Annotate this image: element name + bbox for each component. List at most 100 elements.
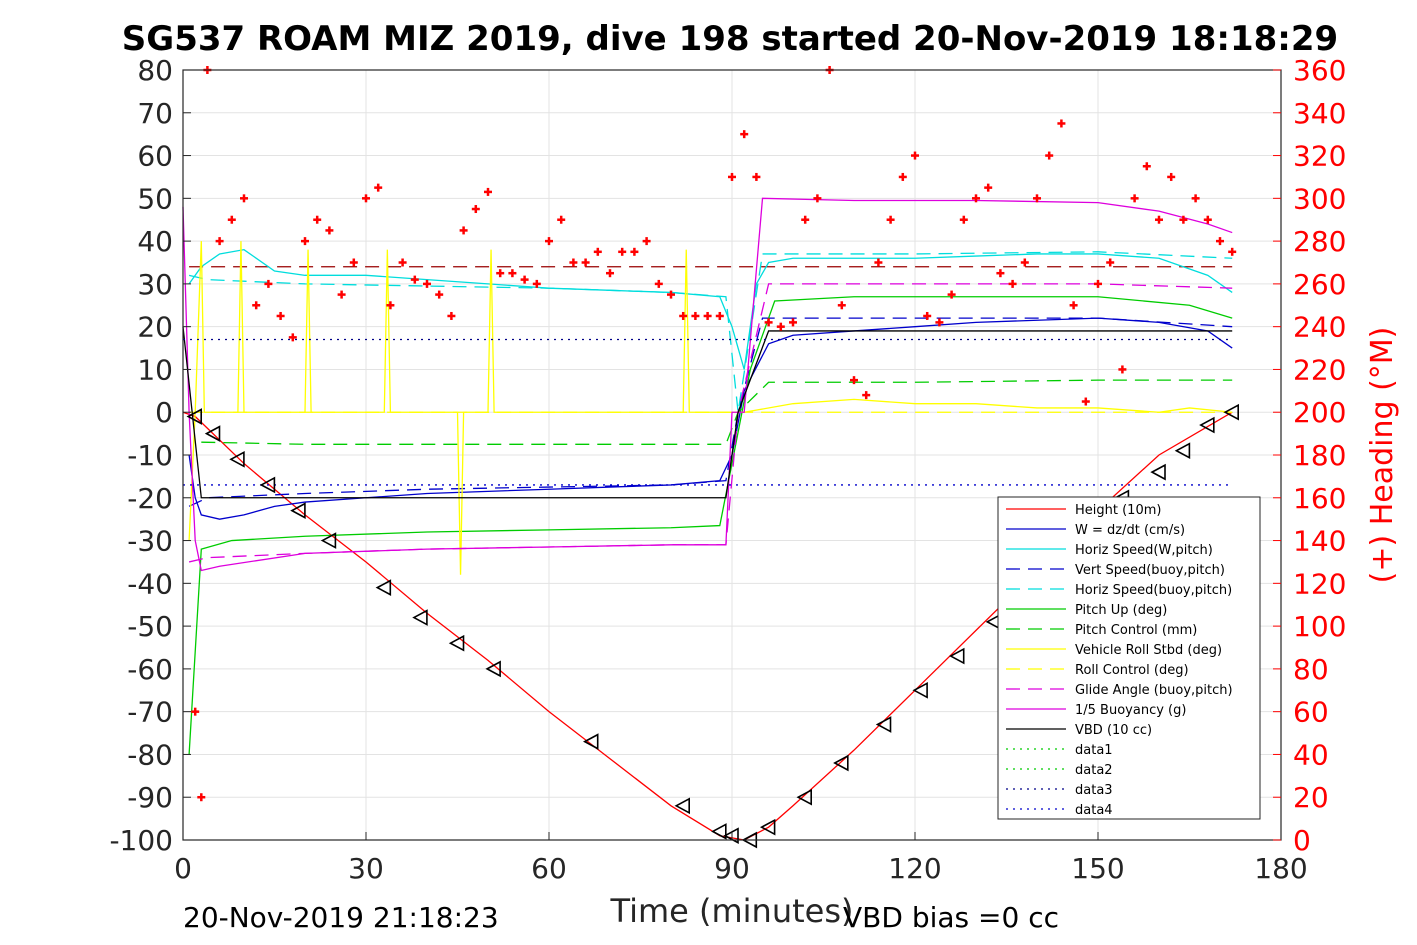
- x-tick-label: 180: [1254, 852, 1307, 885]
- heading-layer: [191, 66, 1237, 802]
- series-line-pitch-control-mm: [201, 379, 1233, 445]
- footer-vbd-bias: VBD bias =0 cc: [843, 901, 1059, 934]
- series-line-vert-speed-buoy-pitch: [188, 317, 1233, 507]
- vbd-triangle-marker: [485, 660, 501, 678]
- heading-point: [1069, 301, 1078, 310]
- heading-point: [215, 237, 224, 246]
- legend-entry-label: Pitch Control (mm): [1075, 623, 1197, 638]
- heading-point: [801, 215, 810, 224]
- heading-point: [1155, 215, 1163, 224]
- heading-point: [776, 322, 785, 331]
- heading-point: [520, 275, 529, 284]
- right-tick-label: 320: [1293, 140, 1346, 173]
- series-line-vehicle-roll-stbd-deg: [188, 241, 1233, 575]
- heading-point: [362, 194, 370, 203]
- y-tick-label: 70: [137, 97, 173, 130]
- heading-point: [471, 205, 480, 214]
- heading-point: [898, 172, 907, 181]
- heading-point: [593, 247, 602, 256]
- legend-entry-label: Horiz Speed(buoy,pitch): [1075, 583, 1232, 598]
- y-tick-label: 0: [155, 396, 173, 429]
- vbd-triangle-marker: [833, 754, 849, 772]
- legend-entry-label: 1/5 Buoyancy (g): [1075, 703, 1186, 718]
- vbd-triangle-marker: [204, 425, 221, 442]
- y-tick-label: 60: [137, 140, 173, 173]
- right-tick-label: 340: [1293, 97, 1346, 130]
- footer-timestamp: 20-Nov-2019 21:18:23: [183, 901, 499, 934]
- heading-point: [374, 183, 383, 192]
- heading-point: [947, 290, 956, 299]
- y-tick-label: -70: [127, 696, 173, 729]
- heading-point: [850, 376, 858, 385]
- chart-title: SG537 ROAM MIZ 2019, dive 198 started 20…: [122, 19, 1338, 59]
- vbd-triangle-marker: [796, 788, 813, 806]
- y-tick-label: -100: [109, 824, 173, 857]
- heading-point: [508, 269, 517, 278]
- legend-entry-label: Glide Angle (buoy,pitch): [1075, 683, 1233, 698]
- legend-entry-label: Roll Control (deg): [1075, 663, 1189, 678]
- vbd-triangle-marker: [912, 681, 928, 699]
- heading-point: [581, 258, 590, 267]
- y-tick-label: -40: [127, 567, 173, 600]
- right-tick-label: 200: [1293, 396, 1346, 429]
- vbd-triangle-marker: [1150, 463, 1166, 481]
- right-tick-label: 180: [1293, 439, 1346, 472]
- heading-point: [398, 258, 407, 267]
- heading-point: [1020, 258, 1029, 267]
- vbd-triangle-marker: [229, 450, 245, 468]
- vbd-triangle-marker: [290, 502, 306, 519]
- y-tick-label: -50: [127, 610, 173, 643]
- y-tick-label: 40: [137, 225, 173, 258]
- legend-entry-label: VBD (10 cc): [1075, 723, 1152, 738]
- right-tick-label: 300: [1293, 182, 1346, 215]
- heading-point: [618, 247, 627, 256]
- heading-point: [301, 237, 309, 246]
- legend-entry-label: data2: [1075, 763, 1113, 778]
- heading-point: [1094, 279, 1102, 288]
- right-tick-label: 40: [1293, 738, 1329, 771]
- y-tick-label: 50: [137, 182, 173, 215]
- vbd-triangle-marker: [375, 579, 392, 596]
- heading-point: [1033, 194, 1041, 203]
- x-tick-label: 90: [714, 852, 750, 885]
- x-tick-label: 120: [888, 852, 941, 885]
- right-tick-label: 240: [1293, 311, 1346, 344]
- series-line-1-5-buoyancy-g: [182, 197, 1233, 572]
- right-tick-label: 140: [1293, 525, 1346, 558]
- heading-point: [1228, 247, 1237, 256]
- y-tick-label: -10: [127, 439, 173, 472]
- heading-point: [325, 226, 334, 235]
- legend-entry-label: Vehicle Roll Stbd (deg): [1075, 643, 1222, 658]
- vbd-triangle-marker: [412, 609, 428, 626]
- vbd-triangle-marker: [949, 647, 965, 665]
- right-axis-label: (+) Heading (°M): [1365, 327, 1400, 584]
- heading-point: [349, 258, 358, 267]
- heading-point: [532, 279, 541, 288]
- heading-point: [972, 194, 980, 203]
- heading-point: [691, 311, 700, 320]
- right-tick-label: 160: [1293, 482, 1346, 515]
- y-tick-label: -60: [127, 653, 173, 686]
- x-tick-label: 30: [348, 852, 384, 885]
- heading-point: [1118, 365, 1127, 374]
- vbd-triangle-marker: [711, 823, 727, 840]
- heading-point: [484, 187, 492, 196]
- heading-point: [923, 311, 932, 320]
- y-tick-label: 30: [137, 268, 173, 301]
- vbd-triangle-marker: [320, 532, 337, 549]
- marker-layer: [186, 403, 1239, 849]
- y-tick-label: 10: [137, 353, 173, 386]
- heading-point: [996, 269, 1005, 278]
- heading-point: [557, 215, 566, 224]
- heading-point: [1008, 279, 1017, 288]
- axis-ticks: 0 30 60 90 120 150 18080706050403020100-10-20-…: [109, 54, 1346, 885]
- heading-point: [227, 215, 236, 224]
- heading-point: [1167, 172, 1176, 181]
- right-tick-label: 100: [1293, 610, 1346, 643]
- heading-point: [935, 318, 944, 327]
- heading-point: [654, 279, 663, 288]
- heading-point: [1142, 162, 1151, 171]
- heading-point: [435, 290, 444, 299]
- heading-point: [1081, 397, 1090, 406]
- y-tick-label: 20: [137, 311, 173, 344]
